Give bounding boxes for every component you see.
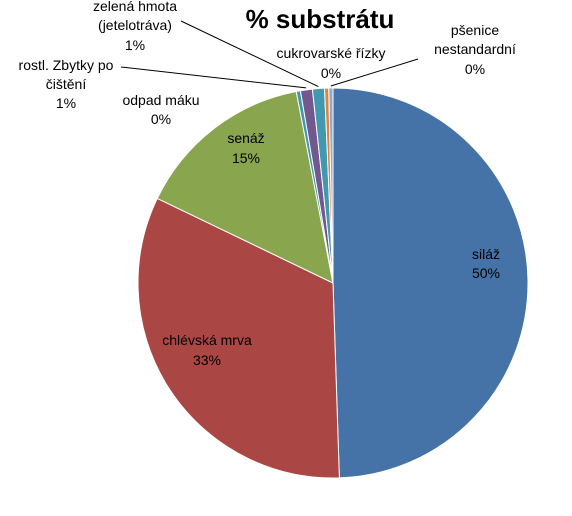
pie-slice-7 — [328, 87, 334, 284]
slice-label-silaz: siláž — [472, 246, 500, 262]
slice-value-odpad-maku: 0% — [151, 111, 171, 127]
pie-slice-0 — [332, 87, 529, 479]
slice-value-zelena-hmota: 1% — [125, 37, 145, 53]
pie-slice-2 — [156, 90, 334, 284]
slice-value-silaz: 50% — [472, 265, 500, 281]
pie-slice-1 — [137, 197, 340, 479]
slice-label-rostl-zbytky-line1: rostl. Zbytky po — [19, 57, 114, 73]
slice-label-odpad-maku: odpad máku — [122, 92, 199, 108]
slice-label-cukrovarske-rizky: cukrovarské řízky — [277, 45, 386, 61]
slice-label-senaz: senáž — [227, 130, 264, 146]
slice-value-senaz: 15% — [232, 150, 260, 166]
slice-value-chlevska-mrva: 33% — [193, 352, 221, 368]
slice-value-rostl-zbytky: 1% — [56, 95, 76, 111]
leader-line-7 — [330, 58, 419, 87]
slice-label-zelena-hmota-line2: (jetelotráva) — [98, 17, 172, 33]
slice-value-psenice: 0% — [465, 61, 485, 77]
slice-label-chlevska-mrva: chlévská mrva — [162, 332, 252, 348]
slice-label-zelena-hmota-line1: zelená hmota — [93, 0, 177, 14]
leader-line-5 — [180, 20, 319, 87]
leader-lines — [120, 20, 419, 89]
pie-slices — [137, 87, 529, 479]
slice-value-cukrovarske-rizky: 0% — [321, 65, 341, 81]
slice-label-psenice-line2: nestandardní — [434, 41, 516, 57]
slice-label-psenice-line1: pšenice — [451, 22, 499, 38]
leader-line-4 — [120, 66, 307, 89]
slice-label-rostl-zbytky-line2: čištění — [46, 76, 87, 92]
chart-title: % substrátu — [246, 4, 395, 34]
